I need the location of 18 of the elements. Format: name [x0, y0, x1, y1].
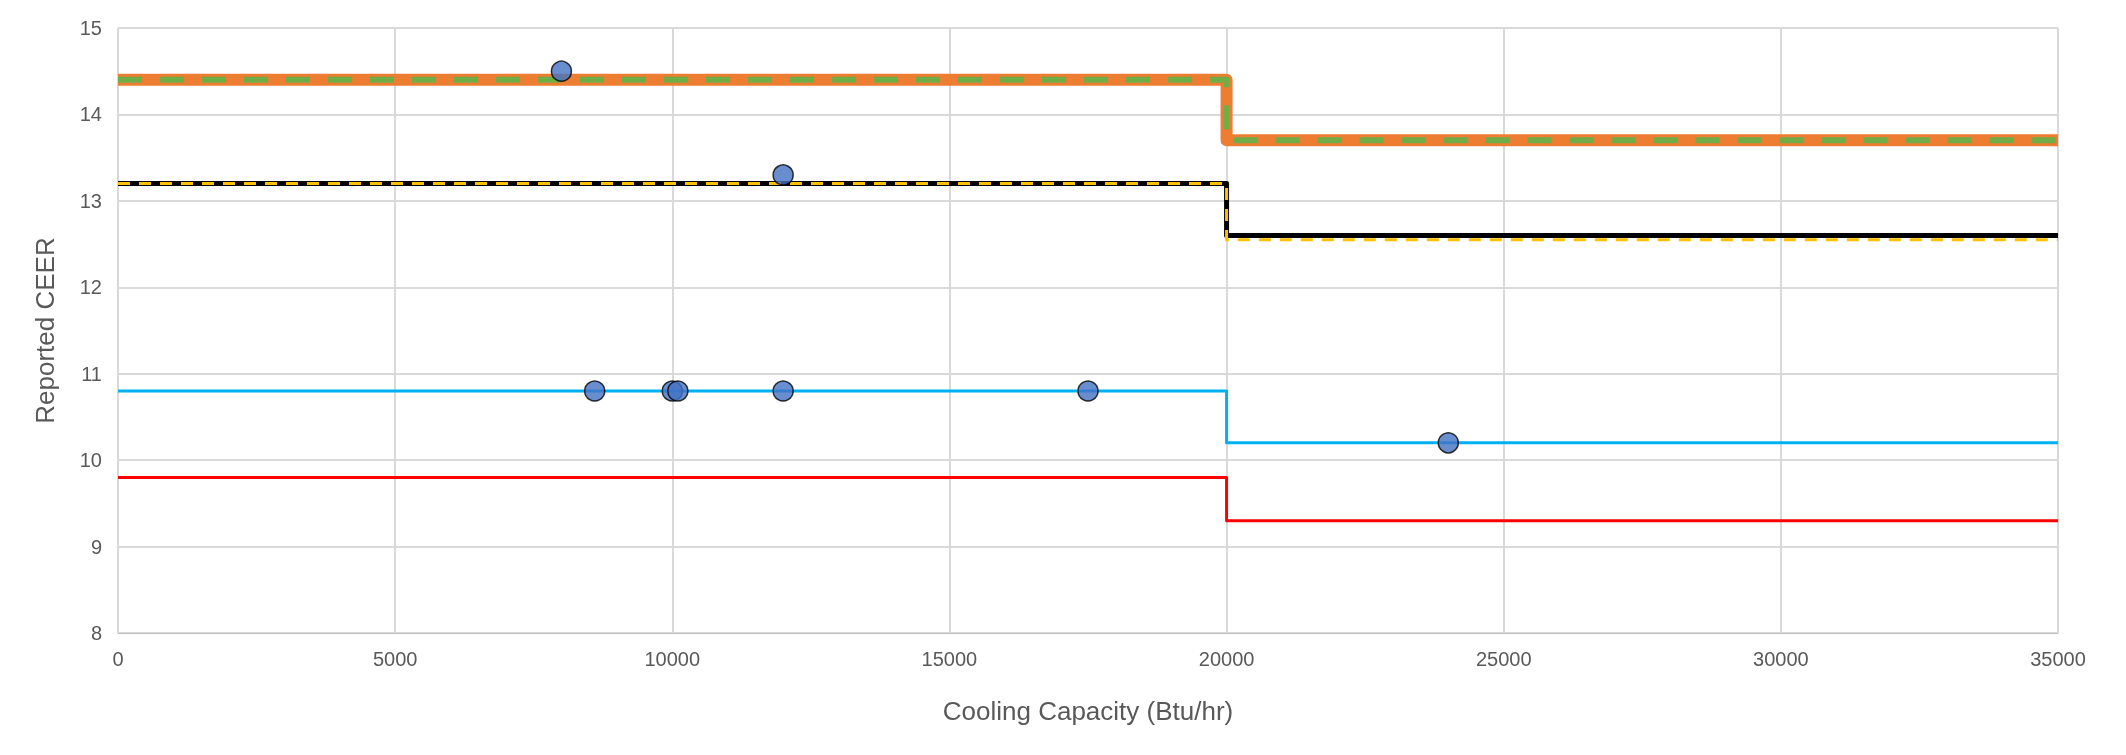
- x-tick-label: 5000: [372, 648, 418, 670]
- y-tick-label: 13: [79, 189, 102, 212]
- y-tick-label: 8: [90, 622, 102, 644]
- x-tick-label: 20000: [1198, 648, 1255, 670]
- x-axis-title: Cooling Capacity (Btu/hr): [942, 696, 1234, 726]
- y-tick-label: 14: [79, 103, 102, 126]
- y-tick-label: 12: [79, 276, 102, 299]
- x-tick-label: 10000: [644, 648, 701, 670]
- x-tick-label: 35000: [2030, 648, 2086, 670]
- y-axis-title: Reported CEER: [30, 237, 60, 424]
- x-tick-label: 15000: [921, 648, 978, 670]
- x-tick-label: 30000: [1753, 648, 1809, 670]
- x-tick-label: 0: [112, 648, 124, 670]
- x-tick-label: 25000: [1475, 648, 1532, 670]
- y-tick-label: 15: [79, 17, 102, 39]
- y-tick-label: 11: [81, 362, 102, 385]
- y-tick-label: 9: [90, 535, 102, 558]
- y-tick-label: 10: [79, 449, 102, 472]
